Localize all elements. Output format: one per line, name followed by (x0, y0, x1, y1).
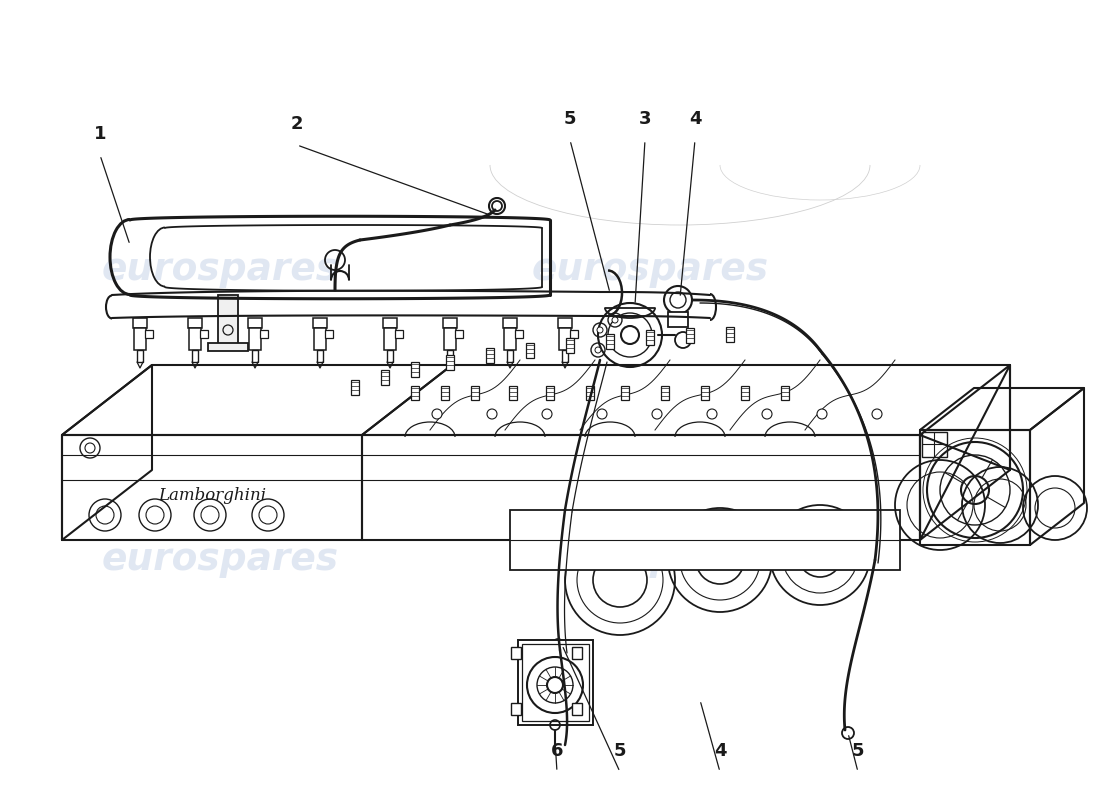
Bar (387, 350, 393, 362)
Bar (781, 386, 789, 400)
Text: 5: 5 (563, 110, 576, 128)
Text: 5: 5 (851, 742, 865, 760)
Circle shape (652, 409, 662, 419)
Text: 6: 6 (551, 742, 563, 760)
Bar (317, 350, 323, 362)
Bar (522, 644, 588, 721)
Circle shape (542, 409, 552, 419)
Bar (446, 355, 454, 370)
Circle shape (595, 347, 601, 353)
Bar (572, 703, 582, 715)
Bar (546, 386, 554, 400)
Circle shape (817, 409, 827, 419)
Bar (411, 386, 419, 400)
Bar (455, 330, 463, 338)
Text: 5: 5 (614, 742, 626, 760)
Bar (443, 318, 456, 328)
Circle shape (612, 317, 618, 323)
Bar (133, 318, 147, 328)
Circle shape (762, 409, 772, 419)
Bar (384, 328, 396, 350)
Circle shape (487, 409, 497, 419)
Bar (314, 328, 326, 350)
Bar (526, 343, 534, 358)
Bar (189, 328, 201, 350)
Bar (503, 318, 517, 328)
Bar (621, 386, 629, 400)
Bar (515, 330, 522, 338)
Text: eurospares: eurospares (101, 252, 339, 288)
Bar (138, 350, 143, 362)
Bar (145, 330, 153, 338)
Bar (509, 386, 517, 400)
Text: eurospares: eurospares (101, 542, 339, 578)
Circle shape (432, 409, 442, 419)
Bar (507, 350, 513, 362)
Bar (411, 362, 419, 377)
Bar (922, 432, 947, 457)
Bar (252, 350, 258, 362)
Bar (726, 327, 734, 342)
Circle shape (707, 409, 717, 419)
Bar (562, 350, 568, 362)
Text: eurospares: eurospares (531, 542, 769, 578)
Bar (188, 318, 202, 328)
Bar (566, 338, 574, 353)
Bar (395, 330, 403, 338)
Bar (447, 350, 453, 362)
Bar (134, 328, 146, 350)
Text: 2: 2 (290, 115, 304, 133)
Bar (559, 328, 571, 350)
Bar (661, 386, 669, 400)
Bar (444, 328, 456, 350)
Circle shape (597, 327, 603, 333)
Text: 4: 4 (714, 742, 726, 760)
Text: 1: 1 (94, 125, 107, 143)
Bar (471, 386, 478, 400)
Bar (701, 386, 710, 400)
Bar (192, 350, 198, 362)
Bar (351, 380, 359, 395)
Bar (646, 330, 654, 345)
Text: 3: 3 (639, 110, 651, 128)
Bar (570, 330, 578, 338)
Circle shape (597, 409, 607, 419)
Bar (586, 386, 594, 400)
Circle shape (872, 409, 882, 419)
Bar (441, 386, 449, 400)
Text: 4: 4 (689, 110, 702, 128)
Bar (504, 328, 516, 350)
Bar (381, 370, 389, 385)
Bar (512, 703, 521, 715)
Bar (314, 318, 327, 328)
Bar (248, 318, 262, 328)
Text: Lamborghini: Lamborghini (158, 486, 266, 503)
Bar (518, 640, 593, 725)
Text: eurospares: eurospares (531, 252, 769, 288)
Bar (572, 647, 582, 659)
Bar (208, 343, 248, 351)
Bar (383, 318, 397, 328)
Bar (218, 295, 238, 350)
Bar (668, 312, 688, 327)
Bar (512, 647, 521, 659)
Bar (686, 328, 694, 343)
Bar (558, 318, 572, 328)
Bar (741, 386, 749, 400)
Bar (249, 328, 261, 350)
Bar (606, 334, 614, 349)
Bar (486, 348, 494, 363)
Bar (324, 330, 333, 338)
Bar (200, 330, 208, 338)
Bar (260, 330, 268, 338)
Bar (510, 510, 900, 570)
